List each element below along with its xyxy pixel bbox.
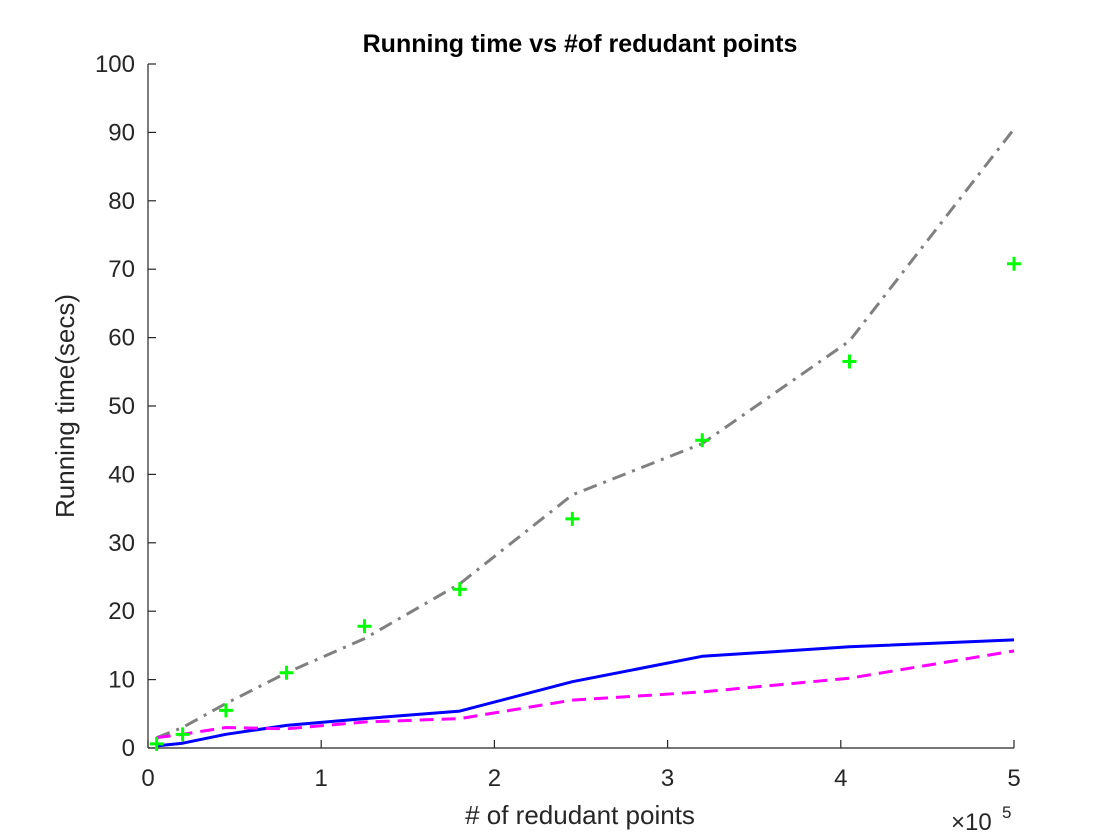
y-tick-label: 30: [108, 530, 135, 557]
x-tick-label: 2: [488, 765, 501, 792]
y-axis-label: Running time(secs): [50, 294, 80, 518]
series-3-point: [1007, 256, 1021, 271]
series-3-markers: [149, 256, 1021, 751]
axes: 0 1 2 3 4 5 0 10 20 30 40 50 60 70 80 90 100: [95, 51, 1021, 792]
x-tick-label: 1: [315, 765, 328, 792]
y-tick-label: 40: [108, 461, 135, 488]
series-2-line: [156, 649, 1015, 740]
y-tick-label: 70: [108, 256, 135, 283]
series-3-point: [565, 511, 580, 526]
series-1-line: [156, 638, 1015, 748]
x-exponent: ×10 5: [951, 803, 1011, 836]
y-tick-label: 20: [108, 598, 135, 625]
y-tick-label: 10: [108, 667, 135, 694]
y-tick-label: 100: [95, 51, 135, 78]
series-0-line: [156, 128, 1016, 740]
series-3-point: [149, 736, 164, 751]
x-tick-label: 3: [661, 765, 674, 792]
x-exponent-power: 5: [1002, 803, 1011, 822]
plot-area: [149, 128, 1021, 751]
y-tick-label: 90: [108, 119, 135, 146]
x-tick-label: 5: [1007, 765, 1020, 792]
series-3-point: [218, 703, 233, 718]
x-tick-label: 0: [141, 765, 154, 792]
x-axis-label: # of redudant points: [465, 800, 695, 830]
series-3-point: [279, 665, 294, 680]
y-tick-label: 50: [108, 393, 135, 420]
series-3-point: [357, 619, 372, 634]
x-tick-label: 4: [834, 765, 847, 792]
x-ticks: 0 1 2 3 4 5: [141, 740, 1021, 792]
y-tick-label: 0: [122, 735, 135, 762]
chart-title: Running time vs #of redudant points: [363, 30, 798, 58]
series-3-point: [175, 727, 190, 742]
x-exponent-base: ×10: [951, 809, 992, 836]
series-3-point: [842, 354, 857, 369]
series-3-point: [452, 582, 467, 597]
y-ticks: 0 10 20 30 40 50 60 70 80 90 100: [95, 51, 156, 762]
series-3-point: [695, 433, 710, 448]
y-tick-label: 60: [108, 325, 135, 352]
y-tick-label: 80: [108, 188, 135, 215]
